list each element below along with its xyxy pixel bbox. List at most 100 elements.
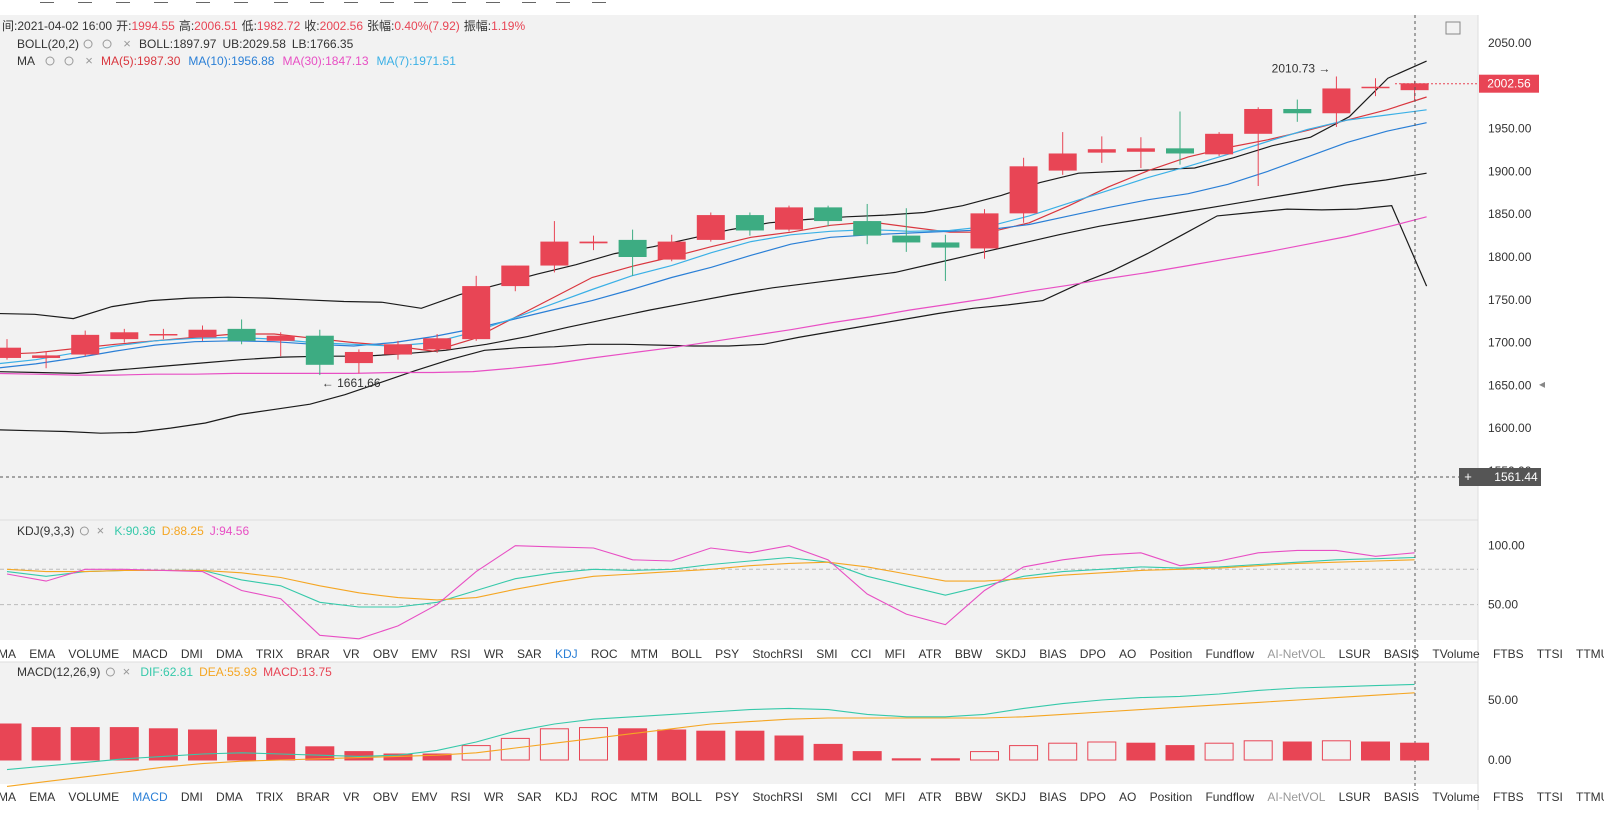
indicator-tab-ttmu[interactable]: TTMU xyxy=(1576,790,1604,804)
indicator-tab-brar[interactable]: BRAR xyxy=(296,790,330,804)
candle-body[interactable] xyxy=(1400,83,1429,91)
indicator-tab-brar[interactable]: BRAR xyxy=(296,647,330,661)
indicator-tab-dpo[interactable]: DPO xyxy=(1080,647,1106,661)
indicator-tab-dmi[interactable]: DMI xyxy=(181,790,203,804)
indicator-tab-rsi[interactable]: RSI xyxy=(451,647,471,661)
indicator-tab-ftbs[interactable]: FTBS xyxy=(1493,647,1524,661)
indicator-tab-lsur[interactable]: LSUR xyxy=(1339,790,1371,804)
rectangle-icon[interactable] xyxy=(116,0,130,3)
indicator-tab-dpo[interactable]: DPO xyxy=(1080,790,1106,804)
ma-eye-icon[interactable] xyxy=(45,56,55,66)
indicator-tab-trix[interactable]: TRIX xyxy=(256,647,283,661)
candle-body[interactable] xyxy=(1048,153,1077,171)
indicator-tab-mtm[interactable]: MTM xyxy=(631,647,658,661)
candle-body[interactable] xyxy=(775,207,803,230)
bookmark-icon[interactable] xyxy=(522,0,536,3)
indicator-tab-ttsi[interactable]: TTSI xyxy=(1537,790,1563,804)
indicator-tab-bbw[interactable]: BBW xyxy=(955,647,983,661)
candle-body[interactable] xyxy=(1283,108,1312,114)
candle-body[interactable] xyxy=(931,242,960,248)
candle-body[interactable] xyxy=(305,335,334,365)
indicator-tab-tvolume[interactable]: TVolume xyxy=(1432,647,1480,661)
kdj-close-icon[interactable]: × xyxy=(97,523,105,538)
indicator-tab-ao[interactable]: AO xyxy=(1119,647,1136,661)
indicator-tab-skdj[interactable]: SKDJ xyxy=(995,647,1026,661)
lock-icon[interactable] xyxy=(486,0,500,3)
indicator-tab-ttmu[interactable]: TTMU xyxy=(1576,647,1604,661)
indicator-tab-dma[interactable]: DMA xyxy=(216,790,243,804)
candle-body[interactable] xyxy=(71,334,100,355)
candle-body[interactable] xyxy=(1087,149,1116,153)
macd-panel-bg[interactable] xyxy=(0,662,1478,784)
indicator-tab-ttsi[interactable]: TTSI xyxy=(1537,647,1563,661)
candle-body[interactable] xyxy=(1322,88,1351,114)
candle-body[interactable] xyxy=(579,241,608,244)
indicator-tab-tvolume[interactable]: TVolume xyxy=(1432,790,1480,804)
indicator-tab-position[interactable]: Position xyxy=(1150,647,1193,661)
ma-settings-icon[interactable] xyxy=(64,56,74,66)
candle-body[interactable] xyxy=(344,351,373,364)
candle-body[interactable] xyxy=(0,347,21,358)
ray-icon[interactable] xyxy=(78,0,92,3)
indicator-tab-ao[interactable]: AO xyxy=(1119,790,1136,804)
indicator-tab-vr[interactable]: VR xyxy=(343,790,360,804)
candle-body[interactable] xyxy=(423,338,452,350)
candle-body[interactable] xyxy=(110,332,139,340)
candle-body[interactable] xyxy=(853,221,882,236)
candle-body[interactable] xyxy=(657,241,686,260)
indicator-tab-ma[interactable]: MA xyxy=(0,790,16,804)
indicator-tab-mtm[interactable]: MTM xyxy=(631,790,658,804)
horizontal-line-icon[interactable] xyxy=(154,0,168,3)
indicator-tab-trix[interactable]: TRIX xyxy=(256,790,283,804)
indicator-tab-smi[interactable]: SMI xyxy=(816,790,837,804)
candle-body[interactable] xyxy=(462,286,491,340)
candle-body[interactable] xyxy=(32,355,61,358)
candle-body[interactable] xyxy=(1166,148,1194,154)
eraser-icon[interactable] xyxy=(414,0,428,3)
trend-line-icon[interactable] xyxy=(40,0,54,3)
indicator-tab-rsi[interactable]: RSI xyxy=(451,790,471,804)
indicator-tab-fundflow[interactable]: Fundflow xyxy=(1205,790,1254,804)
indicator-tab-wr[interactable]: WR xyxy=(484,647,504,661)
indicator-tab-cci[interactable]: CCI xyxy=(851,647,872,661)
kdj-panel-bg[interactable] xyxy=(0,520,1478,640)
candle-body[interactable] xyxy=(618,239,647,257)
fib-icon[interactable] xyxy=(196,0,210,3)
text-tool-icon[interactable] xyxy=(274,0,288,3)
indicator-tab-volume[interactable]: VOLUME xyxy=(68,647,119,661)
indicator-tab-basis[interactable]: BASIS xyxy=(1384,647,1419,661)
indicator-tab-ai-netvol[interactable]: AI-NetVOL xyxy=(1267,647,1325,661)
collapse-panel-icon[interactable]: ◂ xyxy=(1539,377,1545,391)
indicator-tab-volume[interactable]: VOLUME xyxy=(68,790,119,804)
indicator-tab-ai-netvol[interactable]: AI-NetVOL xyxy=(1267,790,1325,804)
indicator-tab-psy[interactable]: PSY xyxy=(715,647,739,661)
indicator-tab-smi[interactable]: SMI xyxy=(816,647,837,661)
candle-body[interactable] xyxy=(814,207,843,222)
candle-body[interactable] xyxy=(1244,108,1273,134)
candle-body[interactable] xyxy=(227,328,256,341)
candle-body[interactable] xyxy=(735,215,764,231)
indicator-tab-bias[interactable]: BIAS xyxy=(1039,647,1066,661)
candle-body[interactable] xyxy=(1205,133,1234,155)
main-panel-bg[interactable] xyxy=(0,15,1478,520)
indicator-tab-atr[interactable]: ATR xyxy=(919,647,942,661)
indicator-tab-mfi[interactable]: MFI xyxy=(885,647,906,661)
indicator-tab-sar[interactable]: SAR xyxy=(517,790,542,804)
indicator-tab-bias[interactable]: BIAS xyxy=(1039,790,1066,804)
magnet-icon[interactable] xyxy=(344,0,358,3)
indicator-tab-stochrsi[interactable]: StochRSI xyxy=(752,790,803,804)
indicator-tab-emv[interactable]: EMV xyxy=(411,790,437,804)
indicator-tab-atr[interactable]: ATR xyxy=(919,790,942,804)
candle-body[interactable] xyxy=(540,241,569,266)
candle-body[interactable] xyxy=(892,235,921,243)
indicator-tab-ema[interactable]: EMA xyxy=(29,790,55,804)
indicator-tab-skdj[interactable]: SKDJ xyxy=(995,790,1026,804)
indicator-tab-fundflow[interactable]: Fundflow xyxy=(1205,647,1254,661)
indicator-tab-vr[interactable]: VR xyxy=(343,647,360,661)
candle-body[interactable] xyxy=(1126,148,1155,152)
candle-body[interactable] xyxy=(696,215,725,240)
indicator-tab-dmi[interactable]: DMI xyxy=(181,647,203,661)
fullscreen-icon[interactable] xyxy=(1445,21,1461,35)
indicator-tab-ma[interactable]: MA xyxy=(0,647,16,661)
